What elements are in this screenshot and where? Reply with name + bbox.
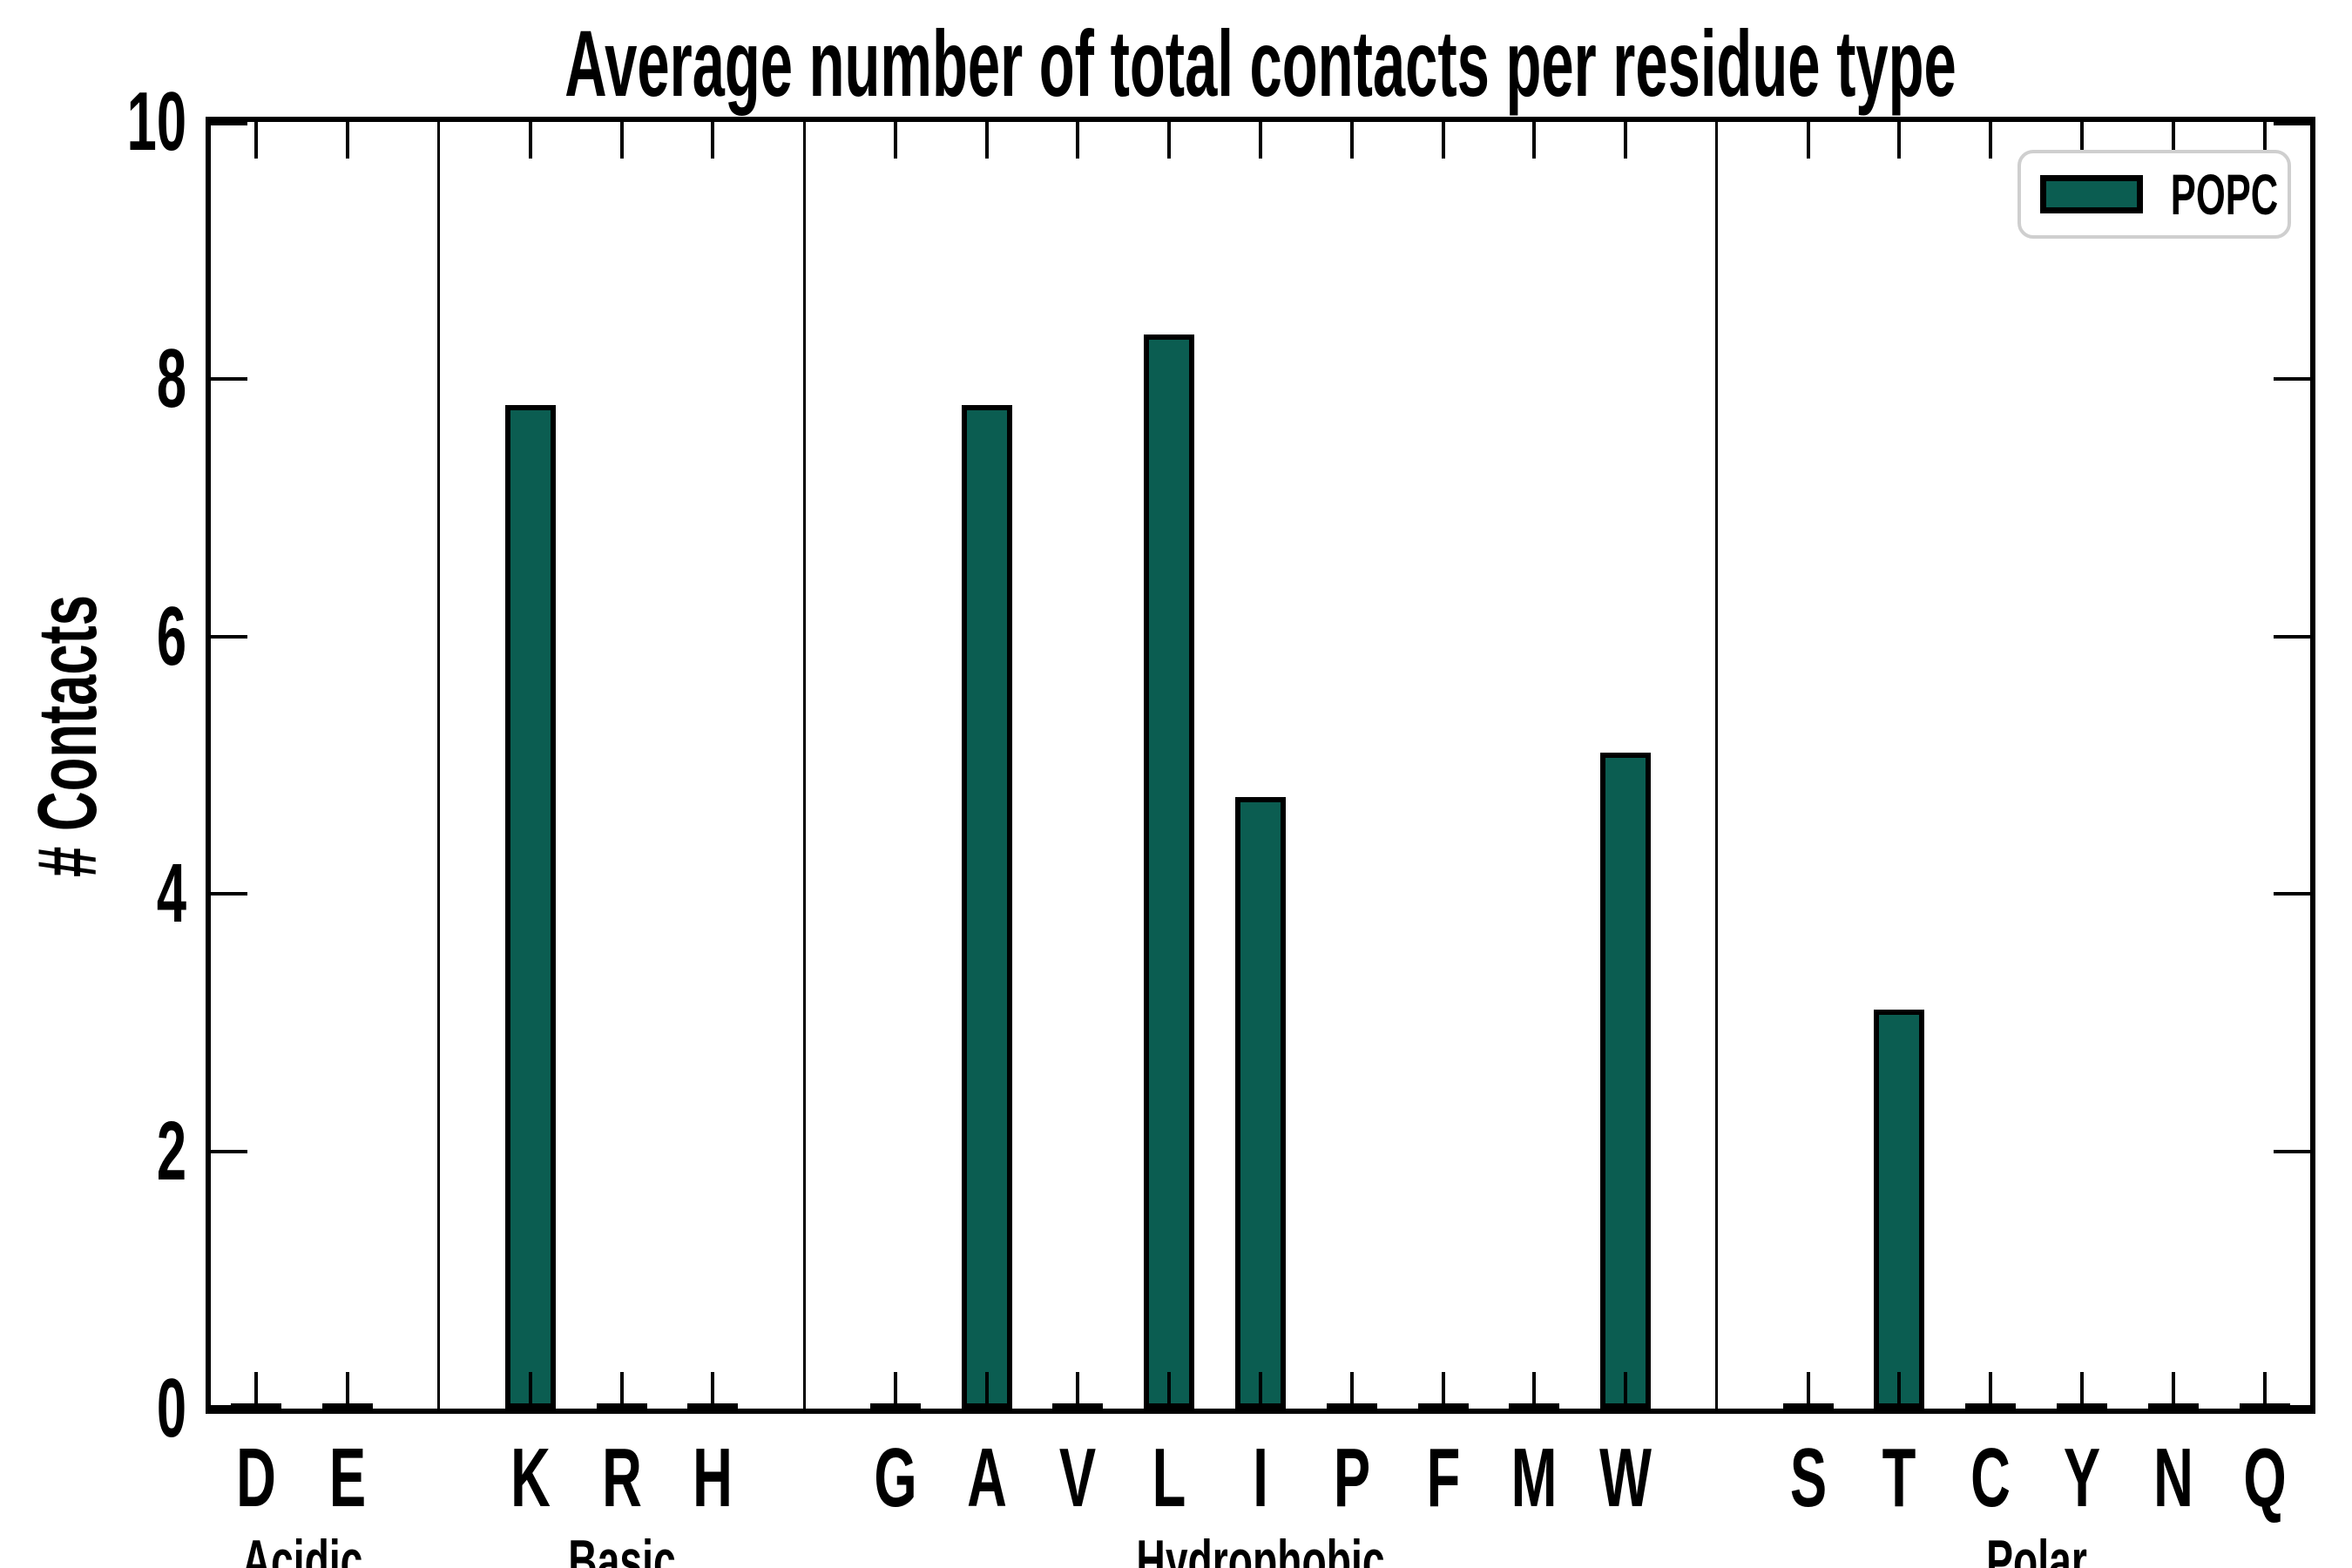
y-tick-right: [2274, 634, 2310, 639]
x-tick-top: [1989, 122, 1993, 159]
x-tick-label-F: F: [1426, 1431, 1460, 1524]
x-tick-label-V: V: [1059, 1431, 1097, 1524]
x-tick-label-N: N: [2153, 1431, 2193, 1524]
x-tick-top: [893, 122, 897, 159]
x-tick-label-T: T: [1882, 1431, 1916, 1524]
x-tick-top: [984, 122, 989, 159]
x-tick-label-G: G: [874, 1431, 917, 1524]
x-tick-top: [1806, 122, 1810, 159]
x-tick-bottom: [619, 1372, 624, 1409]
x-tick-top: [1076, 122, 1080, 159]
y-tick-left: [211, 122, 247, 125]
x-tick-top: [1167, 122, 1172, 159]
x-tick-label-M: M: [1511, 1431, 1558, 1524]
x-tick-top: [619, 122, 624, 159]
y-tick-left: [211, 1405, 247, 1409]
x-tick-bottom: [1076, 1372, 1080, 1409]
x-tick-top: [1259, 122, 1262, 159]
group-divider: [802, 122, 806, 1409]
x-tick-bottom: [1806, 1372, 1810, 1409]
x-tick-label-H: H: [693, 1431, 733, 1524]
y-tick-left: [211, 892, 247, 896]
y-tick-right: [2274, 1149, 2310, 1153]
x-tick-label-I: I: [1253, 1431, 1268, 1524]
group-label-hydrophobic: Hydrophobic: [1136, 1528, 1385, 1568]
y-tick-left: [211, 1149, 247, 1153]
x-tick-top: [2262, 122, 2267, 159]
x-tick-label-W: W: [1599, 1431, 1652, 1524]
x-tick-top: [1897, 122, 1902, 159]
x-tick-label-R: R: [601, 1431, 642, 1524]
plot-area: [206, 117, 2315, 1414]
x-tick-label-K: K: [510, 1431, 551, 1524]
bar-L: [1144, 334, 1195, 1409]
legend: POPC: [2017, 150, 2291, 239]
x-tick-bottom: [1349, 1372, 1354, 1409]
x-tick-top: [1441, 122, 1445, 159]
y-tick-label-10: 10: [126, 75, 186, 168]
y-tick-label-0: 0: [156, 1362, 186, 1455]
group-label-basic: Basic: [567, 1528, 676, 1568]
y-tick-right: [2274, 892, 2310, 896]
bar-A: [961, 404, 1012, 1409]
x-tick-bottom: [984, 1372, 989, 1409]
x-tick-top: [711, 122, 715, 159]
x-tick-bottom: [346, 1372, 350, 1409]
legend-label: POPC: [2170, 162, 2279, 226]
x-tick-label-L: L: [1152, 1431, 1186, 1524]
x-tick-top: [1349, 122, 1354, 159]
x-tick-top: [254, 122, 259, 159]
x-tick-top: [1532, 122, 1537, 159]
x-tick-label-Q: Q: [2242, 1431, 2287, 1524]
bar-K: [504, 404, 556, 1409]
x-tick-bottom: [2262, 1372, 2267, 1409]
x-tick-bottom: [1441, 1372, 1445, 1409]
y-tick-right: [2274, 377, 2310, 382]
x-tick-bottom: [1167, 1372, 1172, 1409]
x-tick-label-D: D: [236, 1431, 277, 1524]
y-tick-right: [2274, 1405, 2310, 1409]
x-tick-bottom: [1989, 1372, 1993, 1409]
x-tick-label-P: P: [1333, 1431, 1370, 1524]
x-tick-bottom: [1624, 1372, 1628, 1409]
x-tick-bottom: [893, 1372, 897, 1409]
y-tick-left: [211, 377, 247, 382]
y-tick-label-8: 8: [156, 332, 186, 426]
group-label-acidic: Acidic: [241, 1528, 363, 1568]
x-tick-top: [2080, 122, 2085, 159]
group-label-polar: Polar: [1985, 1528, 2087, 1568]
x-tick-top: [1624, 122, 1628, 159]
x-tick-bottom: [711, 1372, 715, 1409]
chart-title: Average number of total contacts per res…: [564, 10, 1957, 116]
x-tick-bottom: [2171, 1372, 2175, 1409]
x-tick-top: [346, 122, 350, 159]
bar-W: [1600, 752, 1652, 1409]
y-tick-left: [211, 634, 247, 639]
x-tick-label-Y: Y: [2063, 1431, 2101, 1524]
x-tick-bottom: [2080, 1372, 2085, 1409]
bar-T: [1874, 1010, 1925, 1409]
group-divider: [437, 122, 441, 1409]
y-tick-right: [2274, 122, 2310, 125]
x-tick-bottom: [254, 1372, 259, 1409]
bar-I: [1235, 797, 1286, 1409]
x-tick-bottom: [1897, 1372, 1902, 1409]
group-divider: [1715, 122, 1719, 1409]
y-tick-label-6: 6: [156, 589, 186, 683]
x-tick-top: [2171, 122, 2175, 159]
x-tick-label-A: A: [966, 1431, 1007, 1524]
x-tick-label-C: C: [1970, 1431, 2011, 1524]
x-tick-top: [528, 122, 532, 159]
x-tick-label-S: S: [1789, 1431, 1827, 1524]
x-tick-label-E: E: [329, 1431, 367, 1524]
x-tick-bottom: [1259, 1372, 1262, 1409]
legend-swatch: [2040, 175, 2143, 213]
x-tick-bottom: [528, 1372, 532, 1409]
x-tick-bottom: [1532, 1372, 1537, 1409]
y-tick-label-4: 4: [156, 847, 186, 941]
y-tick-label-2: 2: [156, 1104, 186, 1198]
